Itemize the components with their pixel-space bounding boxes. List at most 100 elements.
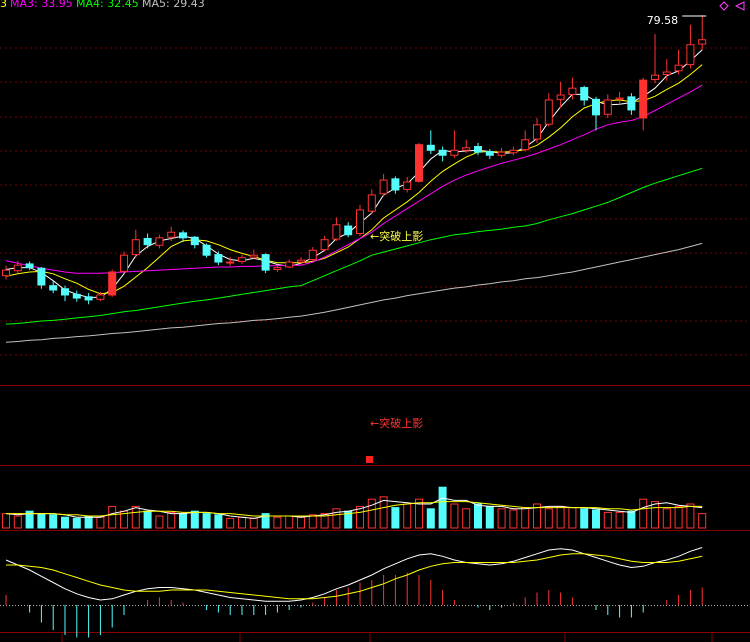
ma-line	[5, 84, 703, 274]
volume-bar	[261, 513, 270, 529]
candle-body	[450, 149, 459, 156]
candle-body	[49, 285, 58, 291]
candle-body	[96, 294, 105, 300]
volume-bar	[568, 507, 577, 529]
candle-body	[580, 87, 589, 101]
volume-bar	[367, 498, 376, 529]
volume-bar	[533, 503, 541, 529]
volume-bar	[426, 508, 435, 529]
candle-body	[332, 224, 341, 240]
ma-line	[5, 167, 703, 325]
header-fragment: 3	[0, 0, 7, 10]
candle-body	[462, 147, 471, 151]
volume-bar	[179, 513, 187, 529]
candle-body	[391, 178, 400, 191]
volume-bar	[674, 505, 683, 529]
candle-body	[61, 288, 69, 296]
candle-body	[686, 44, 695, 66]
candle-body	[179, 232, 187, 239]
candle-body	[84, 296, 93, 301]
annotation: ←突破上影	[370, 229, 423, 243]
volume-bar	[627, 510, 636, 529]
candle-body	[698, 39, 707, 45]
candle-body	[521, 139, 530, 151]
volume-bar	[332, 508, 341, 529]
candle-body	[662, 71, 671, 76]
candle-body	[651, 74, 659, 80]
volume-bar	[37, 513, 46, 529]
legend-entry: MA4: 32.45	[76, 0, 139, 10]
candle-body	[25, 263, 34, 269]
volume-bar	[131, 505, 140, 529]
candle-body	[438, 149, 447, 156]
candle-body	[120, 254, 128, 272]
volume-bar	[415, 498, 423, 529]
candle-body	[474, 146, 482, 153]
volume-bar	[603, 511, 612, 529]
candle-body	[367, 194, 376, 212]
volume-bar	[615, 511, 624, 529]
ma-line	[5, 242, 703, 343]
volume-bar	[698, 513, 707, 529]
candle-body	[344, 225, 353, 236]
candle-body	[226, 261, 235, 264]
candle-body	[497, 151, 506, 156]
volume-bar	[403, 503, 412, 529]
ma-line	[6, 501, 703, 517]
volume-bar	[474, 503, 482, 529]
candle-body	[308, 249, 317, 261]
volume-bar	[662, 508, 671, 529]
volume-bar	[25, 510, 34, 529]
signal-annotation: ←突破上影	[370, 416, 423, 430]
volume-bar	[155, 515, 164, 529]
candle-body	[143, 237, 152, 246]
ma-line	[5, 64, 703, 295]
volume-bar	[544, 508, 553, 529]
volume-bar	[143, 510, 152, 529]
candle-body	[238, 257, 246, 262]
volume-bar	[61, 516, 69, 529]
volume-bar	[49, 514, 58, 529]
volume-bar	[190, 510, 199, 529]
candle-body	[37, 267, 46, 286]
candle-body	[72, 293, 81, 299]
candle-body	[415, 144, 423, 182]
candle-body	[202, 244, 211, 256]
volume-bar	[238, 516, 246, 529]
candle-body	[261, 254, 270, 271]
volume-bar	[651, 501, 659, 529]
candle-body	[155, 237, 164, 246]
volume-bar	[485, 505, 494, 529]
volume-bar	[167, 511, 176, 529]
volume-bar	[450, 503, 459, 529]
volume-bar	[686, 503, 695, 529]
volume-bar	[84, 515, 93, 529]
candle-body	[639, 79, 648, 119]
legend-entry: MA5: 29.43	[142, 0, 205, 10]
volume-bar	[13, 515, 22, 529]
volume-bar	[320, 513, 329, 529]
volume-bar	[96, 516, 105, 529]
candle-body	[674, 64, 683, 72]
volume-bar	[438, 486, 447, 529]
candle-body	[556, 94, 565, 100]
candle-body	[403, 181, 412, 190]
volume-bar	[214, 514, 223, 529]
legend-entry: MA3: 33.95	[10, 0, 73, 10]
volume-bar	[497, 508, 506, 529]
volume-bar	[639, 498, 648, 529]
volume-bar	[379, 496, 388, 529]
candle-body	[426, 144, 435, 151]
candle-body	[131, 239, 140, 256]
candle-body	[214, 254, 223, 263]
candle-body	[2, 269, 10, 277]
candle-body	[568, 87, 577, 95]
candle-body	[249, 254, 258, 258]
candle-body	[485, 151, 494, 156]
volume-bar	[2, 513, 10, 529]
candle-body	[167, 231, 176, 238]
candle-body	[285, 261, 294, 268]
max-label: 79.58	[647, 14, 679, 27]
